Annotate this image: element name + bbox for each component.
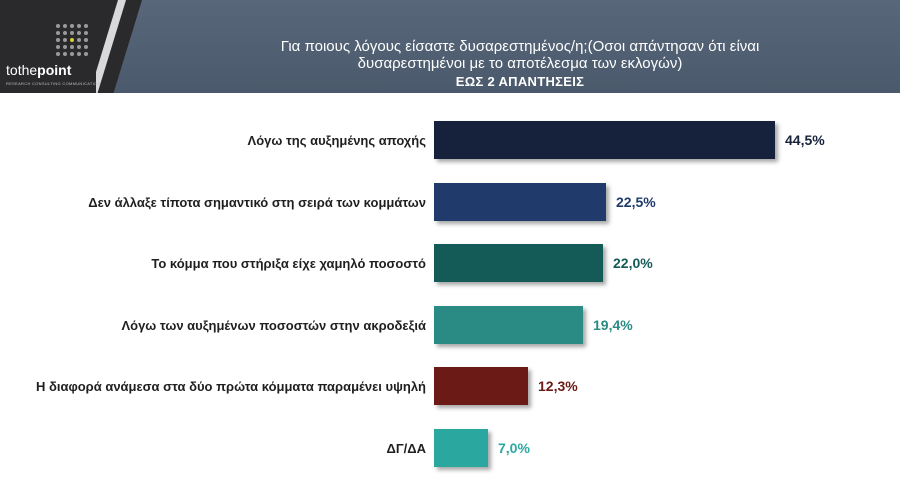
logo-dots-icon [56,24,92,60]
chart-subtitle: ΕΩΣ 2 ΑΠΑΝΤΗΣΕΙΣ [455,74,585,89]
bar [434,305,583,344]
category-label: Δεν άλλαξε τίποτα σημαντικό στη σειρά τω… [88,194,426,210]
data-label: 44,5% [785,132,825,148]
chart-title: Για ποιους λόγους είσαστε δυσαρεστημένος… [200,38,840,72]
bar [434,244,603,282]
category-label: Το κόμμα που στήριξα είχε χαμηλό ποσοστό [151,256,426,271]
category-label: ΔΓ/ΔΑ [386,440,426,456]
category-label: Λόγω των αυξημένων ποσοστών στην ακροδεξ… [121,317,426,333]
bar [434,121,775,159]
bar [434,367,528,405]
chart-title-line-1: Για ποιους λόγους είσαστε δυσαρεστημένος… [280,38,760,55]
data-label: 7,0% [498,439,530,456]
bar [434,182,606,221]
data-label: 12,3% [538,378,578,394]
category-label: Η διαφορά ανάμεσα στα δύο πρώτα κόμματα … [35,379,426,394]
brand-tagline: RESEARCH CONSULTING COMMUNICATION [6,81,101,86]
bar [434,428,488,467]
category-label: Λόγω της αυξημένης αποχής [247,133,426,148]
data-label: 22,5% [616,193,656,210]
header-banner: tothepoint RESEARCH CONSULTING COMMUNICA… [0,0,900,93]
logo-panel: tothepoint RESEARCH CONSULTING COMMUNICA… [0,0,100,93]
chart-title-line-2: δυσαρεστημένοι με το αποτέλεσμα των εκλο… [357,55,683,72]
brand-logo: tothepoint [6,62,72,78]
data-label: 22,0% [613,255,653,271]
data-label: 19,4% [593,316,633,333]
